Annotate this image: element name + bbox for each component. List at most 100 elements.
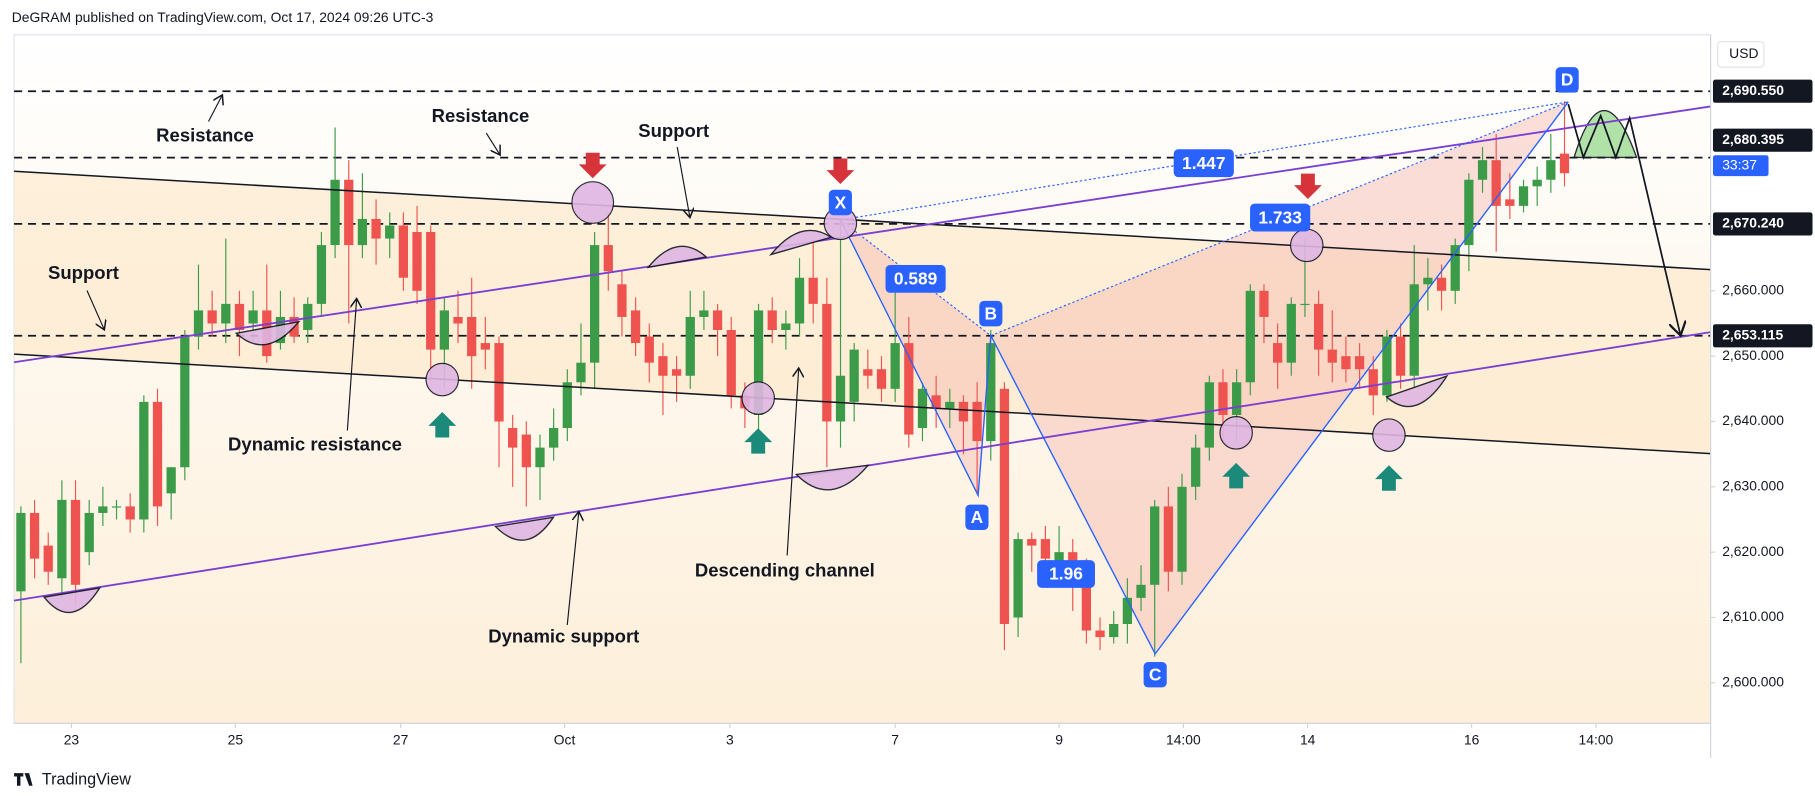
candle-body [439,310,449,350]
candle-body [1313,303,1324,350]
candle-body [1395,336,1406,376]
candle-body [630,310,641,344]
label-box [1555,67,1579,93]
candle-body [180,336,190,468]
candle-body [1354,356,1365,370]
candle-body [644,336,654,363]
pointer [485,132,500,155]
candle-body [876,369,887,389]
candle-body [1559,153,1570,174]
label-box [965,504,989,531]
arrows [428,103,1680,491]
candle-body [958,401,969,422]
arcs [42,229,1449,614]
down-arrow [578,152,607,179]
y-tick-label: 2,630.000 [1722,477,1784,493]
level-label: 2,670.240 [1722,215,1784,231]
label-box [1173,149,1234,178]
candle-body [453,316,463,324]
candle-body [1259,290,1269,317]
ratio: 0.589 [894,269,937,289]
label-box [828,189,852,216]
candle-body [1136,584,1146,598]
circle [741,381,775,415]
level-label: 2,680.395 [1722,131,1784,147]
candle-body [1286,303,1296,363]
candle-body [1109,624,1119,638]
arc [234,320,301,346]
down-arrow [826,158,855,185]
candle-body [480,343,490,350]
level-box [1712,79,1813,103]
candle-body [1218,382,1228,415]
candle-body [1341,356,1351,370]
candle-body [1204,382,1214,448]
up-arrow [1375,465,1403,491]
x-tick-label: 14 [1300,731,1316,747]
footer: TradingView [14,770,131,788]
annotation: Dynamic support [488,626,639,647]
candle-body [1505,199,1515,206]
candle-body [576,362,586,383]
annotation: Support [638,120,709,141]
ratio: 1.733 [1258,207,1302,227]
arc [646,245,708,269]
candle-body [221,303,231,324]
candle-body [207,310,217,324]
level-box [1712,128,1813,152]
x-tick-label: 7 [891,731,899,747]
label-box [979,300,1003,327]
candle-body [1423,277,1433,285]
candle-body [1040,539,1051,559]
candle-body [917,388,928,429]
candle-body [986,343,996,442]
countdown: 33:37 [1722,156,1757,172]
y-tick-label: 2,620.000 [1722,543,1784,559]
candle-body [316,245,327,304]
pointer [346,299,356,431]
level-box [1712,324,1813,348]
candle-body [972,401,982,442]
header: DeGRAM published on TradingView.com, Oct… [12,9,434,25]
annotation: Descending channel [695,560,875,581]
pattern-point: D [1561,70,1574,90]
candle-body [794,277,805,324]
candle-body [426,232,436,350]
candle-body [371,218,381,239]
circle [425,362,460,397]
candle-body [70,499,81,585]
touch-circles [425,181,1406,452]
channel-fill [14,171,1711,454]
label-box [1037,560,1095,588]
currency-box [1717,41,1765,68]
y-tick-label: 2,600.000 [1722,673,1784,689]
pattern-labels: X A B C D 1.447 1.733 0.589 1.96 [828,67,1579,688]
candle-body [1095,630,1105,638]
candle-body [1027,539,1037,546]
pattern-point: B [985,303,998,323]
candle-body [412,232,422,291]
candle-body [125,506,135,520]
candle-body [1450,245,1460,291]
candle-body [467,316,477,357]
pointer [786,368,799,556]
candle-body [945,401,955,409]
candle-body [1477,160,1488,180]
pattern-point: X [835,192,847,212]
candle-body [508,428,518,448]
label-box [1250,203,1311,232]
up-arrow [1222,462,1251,489]
candle-body [699,310,709,317]
x-tick-label: 25 [228,731,244,747]
candle-body [726,330,736,396]
candle-body [1122,597,1133,625]
x-tick-label: 14:00 [1166,731,1201,747]
pointer [676,146,690,218]
pointer [207,95,222,122]
candle-body [617,284,627,317]
pointer [566,512,579,625]
candle-body [234,303,245,331]
candle-body [248,310,258,324]
candle-body [29,512,40,559]
